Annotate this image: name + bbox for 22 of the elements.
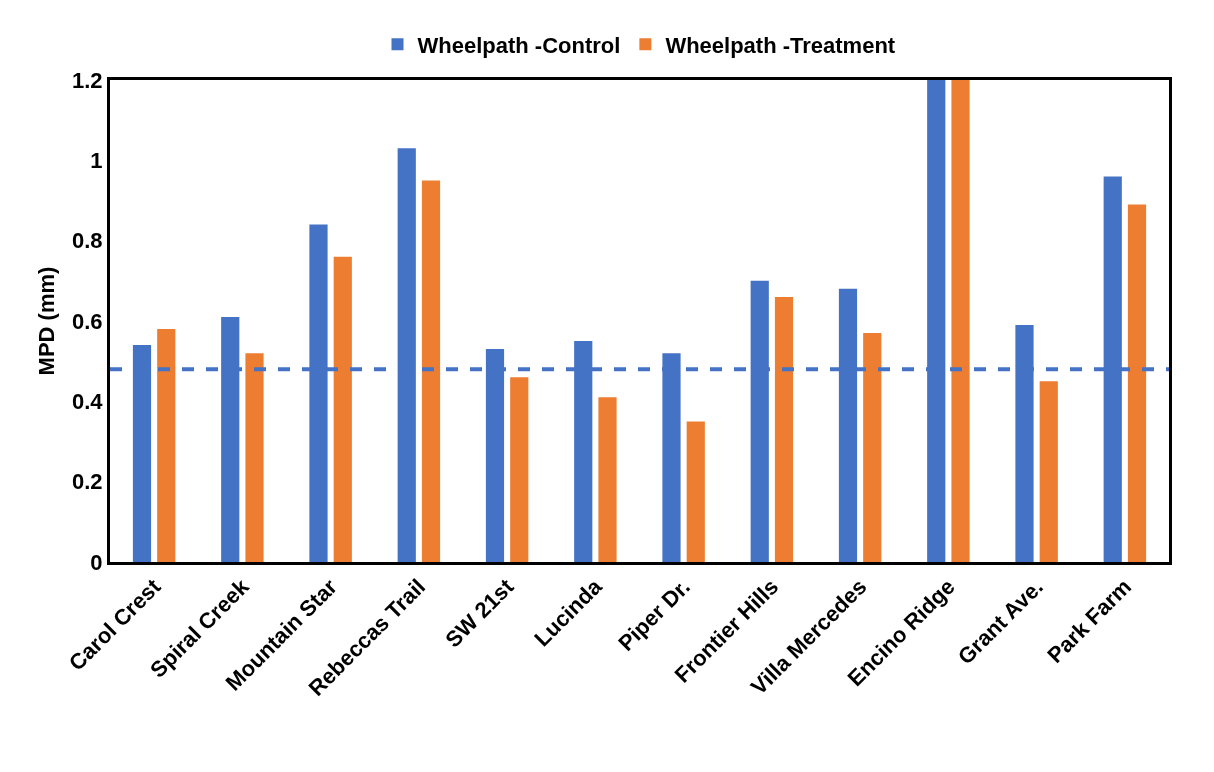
bar bbox=[333, 256, 352, 562]
bar bbox=[1127, 204, 1147, 562]
y-tick-label: 1.2 bbox=[72, 67, 103, 93]
bar bbox=[863, 333, 882, 562]
bar bbox=[686, 421, 705, 562]
bar bbox=[774, 296, 794, 562]
bar bbox=[598, 397, 617, 562]
bar bbox=[421, 180, 441, 562]
y-tick-label: 0.2 bbox=[72, 469, 103, 495]
y-tick-label: 0 bbox=[90, 549, 103, 575]
y-tick-label: 0.6 bbox=[72, 308, 103, 334]
bar bbox=[1039, 381, 1058, 562]
bar bbox=[157, 329, 176, 562]
bar bbox=[245, 353, 264, 562]
y-tick-label: 0.4 bbox=[72, 389, 104, 415]
y-axis-title: MPD (mm) bbox=[34, 266, 59, 376]
legend-label: Wheelpath -Treatment bbox=[665, 32, 896, 58]
y-tick-label: 1 bbox=[90, 148, 103, 174]
bar bbox=[510, 377, 529, 562]
legend-label: Wheelpath -Control bbox=[417, 32, 621, 58]
y-tick-label: 0.8 bbox=[72, 228, 103, 254]
bar bbox=[951, 80, 970, 562]
